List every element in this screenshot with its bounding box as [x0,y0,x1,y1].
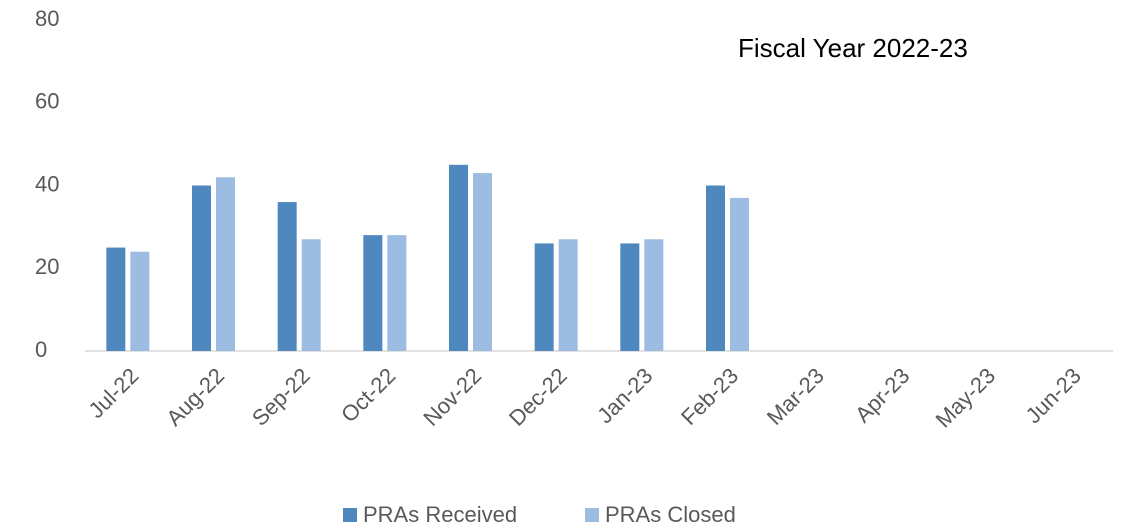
bar [644,239,664,351]
y-tick-label: 0 [35,337,47,362]
bar [449,164,468,351]
bar [558,239,578,351]
y-tick-label: 80 [35,6,59,31]
x-tick-label: Aug-22 [161,363,229,431]
legend-label: PRAs Received [363,502,517,527]
bar [192,185,211,351]
x-tick-label: Mar-23 [762,363,829,430]
bar [301,239,321,351]
bar [473,173,492,351]
legend-swatch [585,508,599,522]
legend-label: PRAs Closed [605,502,736,527]
x-tick-label: Feb-23 [676,363,743,430]
bar [363,235,383,351]
bar [106,247,126,351]
x-tick-label: Jan-23 [592,363,657,428]
x-tick-label: Dec-22 [504,363,572,431]
x-tick-label: Sep-22 [247,363,315,431]
chart-title: Fiscal Year 2022-23 [738,33,968,63]
x-tick-label: Nov-22 [418,363,486,431]
legend-swatch [343,508,357,522]
bar [130,251,150,351]
bar [216,177,235,351]
x-tick-label: Apr-23 [850,363,914,427]
bar [277,202,297,351]
bar [387,235,407,351]
x-tick-label: Oct-22 [336,363,400,427]
bar [706,185,725,351]
y-tick-label: 60 [35,89,59,114]
bar [620,243,640,351]
bar [730,197,749,351]
y-tick-label: 20 [35,254,59,279]
x-tick-label: May-23 [931,363,1001,433]
bar [534,243,554,351]
x-tick-label: Jul-22 [83,363,143,423]
x-tick-label: Jun-23 [1021,363,1086,428]
y-tick-label: 40 [35,171,59,196]
